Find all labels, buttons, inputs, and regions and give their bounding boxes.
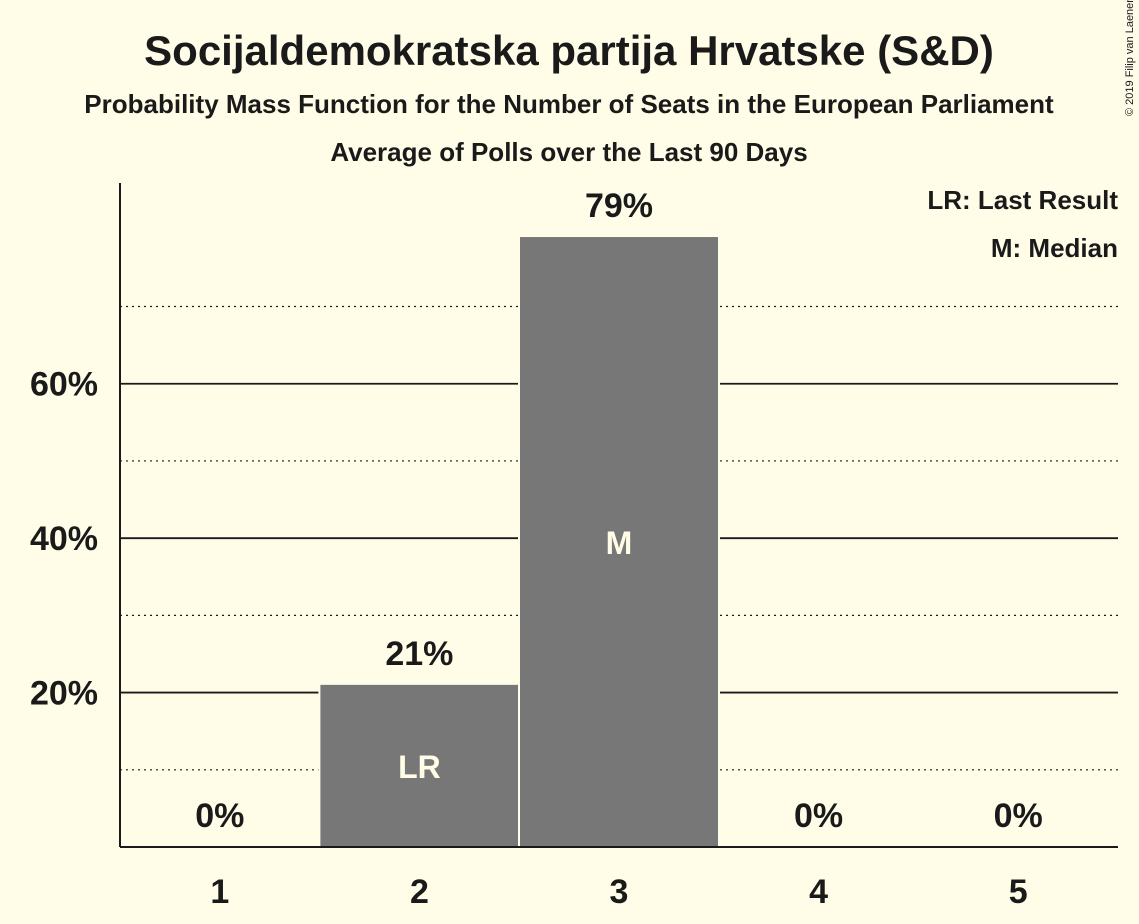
y-tick-label: 60% bbox=[30, 366, 98, 404]
bar bbox=[320, 684, 519, 847]
bar-value-label: 79% bbox=[585, 187, 653, 225]
bar bbox=[520, 237, 718, 847]
chart-title: Socijaldemokratska partija Hrvatske (S&D… bbox=[144, 27, 994, 74]
legend-last-result: LR: Last Result bbox=[927, 185, 1118, 215]
bar-annotation: LR bbox=[398, 749, 441, 785]
bar-annotation: M bbox=[606, 525, 633, 561]
bar-value-label: 21% bbox=[385, 635, 453, 673]
x-tick-label: 2 bbox=[410, 873, 429, 911]
y-tick-label: 40% bbox=[30, 520, 98, 558]
x-tick-label: 5 bbox=[1009, 873, 1028, 911]
bars bbox=[318, 237, 720, 847]
chart-subtitle: Probability Mass Function for the Number… bbox=[84, 89, 1054, 119]
legend-median: M: Median bbox=[991, 233, 1118, 263]
bar-value-label: 0% bbox=[195, 797, 244, 835]
axes: 20% 40% 60% 1 2 3 4 5 bbox=[30, 183, 1118, 911]
x-tick-label: 4 bbox=[809, 873, 828, 911]
bar-value-label: 0% bbox=[794, 797, 843, 835]
y-tick-label: 20% bbox=[30, 675, 98, 713]
data-labels: 0% 21% LR 79% M 0% 0% bbox=[195, 187, 1043, 835]
copyright-notice: © 2019 Filip van Laenen bbox=[1124, 0, 1136, 116]
x-tick-label: 3 bbox=[610, 873, 629, 911]
bar-value-label: 0% bbox=[994, 797, 1043, 835]
x-tick-label: 1 bbox=[210, 873, 229, 911]
chart-subtitle-2: Average of Polls over the Last 90 Days bbox=[330, 137, 807, 167]
